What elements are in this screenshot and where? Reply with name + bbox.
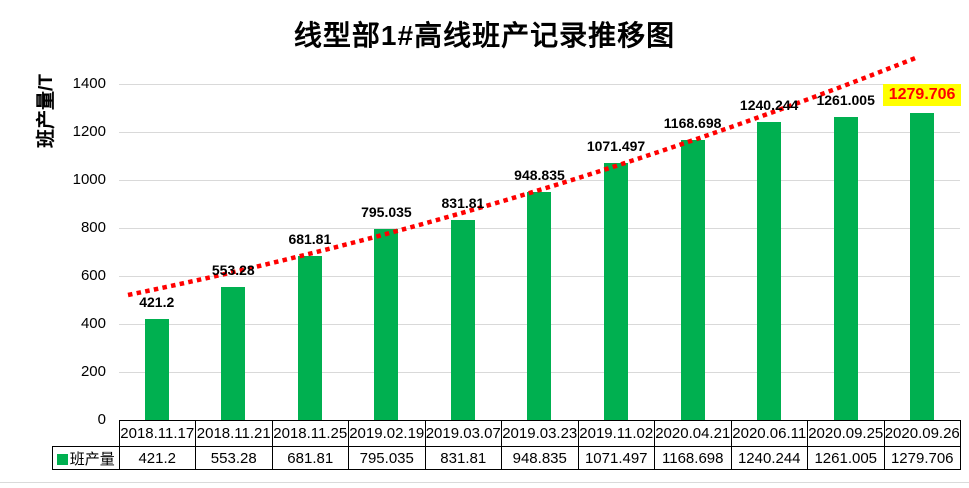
value-cell: 831.81: [424, 446, 502, 470]
y-axis-title: 班产量/T: [36, 74, 57, 148]
bar-value-label: 1261.005: [816, 92, 875, 109]
date-header-cell: 2020.09.26: [883, 420, 961, 447]
date-header-cell: 2019.03.23: [501, 420, 579, 447]
y-tick-label: 1400: [72, 75, 106, 92]
y-tick-label: 800: [80, 219, 106, 236]
bar-value-label: 421.2: [139, 293, 175, 310]
bar-value-label: 1071.497: [586, 137, 646, 154]
chart-title: 线型部1#高线班产记录推移图: [293, 20, 676, 51]
value-cell: 948.835: [501, 446, 579, 470]
date-header-cell: 2020.04.21: [654, 420, 732, 447]
value-cell: 421.2: [118, 446, 196, 470]
y-tick-label: 0: [97, 411, 106, 428]
bar: [680, 139, 705, 420]
y-tick-label: 600: [80, 267, 106, 284]
value-cell: 795.035: [348, 446, 426, 470]
bar: [527, 192, 552, 420]
bar-value-label: 1168.698: [663, 114, 722, 131]
bar-value-label: 831.81: [441, 195, 485, 212]
legend-swatch-icon: [56, 453, 68, 465]
bar-value-label: 948.835: [514, 167, 565, 184]
value-cell: 1071.497: [577, 446, 655, 470]
y-tick-label: 400: [80, 315, 106, 332]
date-header-cell: 2019.02.19: [348, 420, 426, 447]
value-cell: 1240.244: [730, 446, 808, 470]
date-header-cell: 2019.03.07: [424, 420, 502, 447]
bar: [221, 287, 246, 420]
data-table: 2018.11.17 2018.11.21 2018.11.25 2019.02.19…: [52, 420, 961, 470]
date-header-cell: 2020.09.25: [807, 420, 885, 447]
bar-value-label: 681.81: [288, 231, 332, 248]
value-cell: 681.81: [271, 446, 349, 470]
y-tick-label: 200: [80, 363, 106, 380]
table-header-row: 2018.11.17 2018.11.21 2018.11.25 2019.02.19…: [53, 420, 961, 447]
bar-value-label: 553.28: [211, 262, 255, 279]
bar: [144, 318, 169, 420]
bar-value-label: 1240.244: [739, 97, 799, 114]
date-header-cell: 2018.11.17: [118, 420, 196, 447]
legend-label: 班产量: [69, 450, 115, 468]
bar-value-label: 795.035: [361, 204, 412, 221]
legend-cell: 班产量: [52, 446, 120, 470]
bar: [833, 117, 858, 420]
date-header-cell: 2020.06.11: [730, 420, 808, 447]
bar: [450, 220, 475, 420]
value-cell: 1168.698: [654, 446, 732, 470]
bar: [757, 122, 782, 420]
value-cell: 1261.005: [807, 446, 885, 470]
date-header-cell: 2018.11.21: [195, 420, 273, 447]
y-tick-label: 1200: [72, 123, 106, 140]
bar: [604, 162, 629, 420]
gridline: [118, 84, 960, 85]
bar: [374, 229, 399, 420]
bar: [910, 112, 935, 420]
bar: [297, 256, 322, 420]
value-cell: 553.28: [195, 446, 273, 470]
value-cell: 1279.706: [883, 446, 961, 470]
date-header-cell: 2019.11.02: [577, 420, 655, 447]
table-value-row: 班产量 421.2 553.28 681.81 795.035 831.81 948.83…: [52, 446, 961, 470]
chart-bottom-edge: [0, 482, 969, 483]
date-header-cell: 2018.11.25: [271, 420, 349, 447]
y-tick-label: 1000: [72, 171, 106, 188]
table-corner-blank: [53, 421, 120, 447]
highlighted-value-label: 1279.706: [882, 83, 962, 106]
